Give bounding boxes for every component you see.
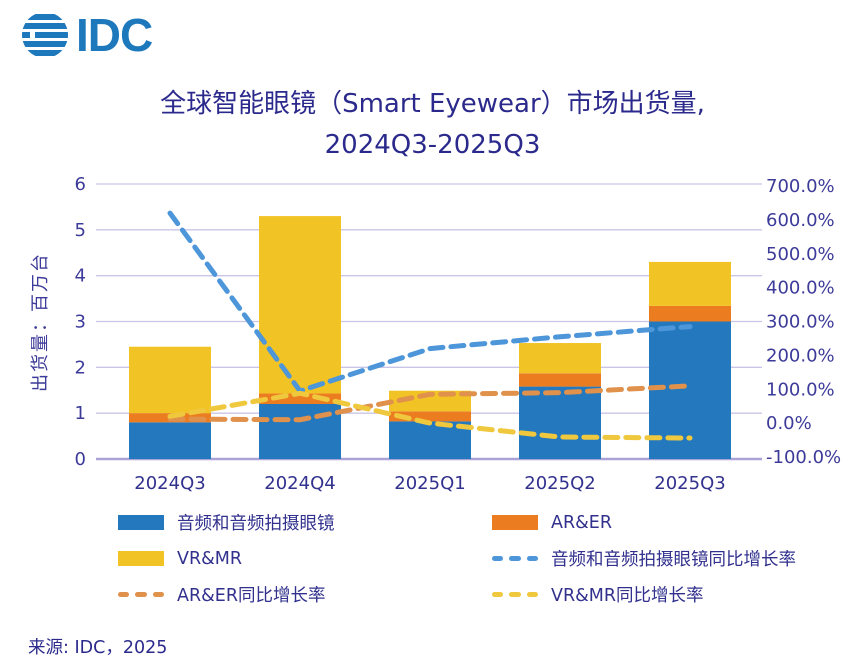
x-axis-label: 2025Q3 [654, 473, 725, 494]
x-axis-label: 2024Q3 [134, 473, 205, 494]
x-axis-label: 2025Q2 [524, 473, 595, 494]
page-title-line1: 全球智能眼镜（Smart Eyewear）市场出货量, [160, 89, 705, 119]
right-axis-tick: -100.0% [766, 447, 841, 468]
globe-icon [22, 14, 68, 56]
growth-line [167, 390, 693, 441]
orange-bar-swatch [492, 515, 538, 530]
right-axis-tick: 700.0% [766, 176, 835, 197]
legend-item: AR&ER同比增长率 [118, 583, 492, 606]
left-axis-tick: 0 [75, 449, 86, 470]
bar-segment [519, 386, 601, 459]
left-axis-tick: 3 [75, 312, 86, 333]
left-axis-tick: 1 [75, 403, 86, 424]
x-axis-label: 2025Q1 [394, 473, 465, 494]
shipment-chart: 0 1 2 3 4 5 6 700.0% 600.0% 500.0% 400.0% 300.0% 200… [0, 158, 865, 508]
growth-line [167, 383, 693, 423]
legend-item: 音频和音频拍摄眼镜同比增长率 [492, 547, 796, 570]
page-title-line2: 2024Q3-2025Q3 [324, 130, 541, 160]
bar-segment [389, 411, 471, 422]
blue-dashed-line-swatch [492, 555, 538, 562]
bar-segment [519, 343, 601, 374]
bar-segment [129, 346, 211, 414]
bar-segment [649, 305, 731, 322]
page-title: 全球智能眼镜（Smart Eyewear）市场出货量, 2024Q3-2025Q… [0, 84, 865, 166]
right-axis-tick: 200.0% [766, 345, 835, 366]
legend-label: AR&ER [551, 512, 612, 533]
source-note: 来源: IDC，2025 [28, 638, 168, 658]
legend-label: 音频和音频拍摄眼镜同比增长率 [551, 550, 796, 570]
bar-segment [129, 422, 211, 459]
orange-dashed-line-swatch [118, 591, 164, 598]
left-axis-tick: 2 [75, 357, 86, 378]
left-axis-tick: 6 [75, 174, 86, 195]
legend-item: AR&ER [492, 511, 796, 534]
bar-segment [259, 216, 341, 394]
right-axis-tick: 0.0% [766, 413, 812, 434]
right-axis-tick: 500.0% [766, 244, 835, 265]
yellow-bar-swatch [118, 551, 164, 566]
x-axis-label: 2024Q4 [264, 473, 335, 494]
legend-item: VR&MR同比增长率 [492, 583, 796, 606]
legend-label: AR&ER同比增长率 [177, 586, 326, 606]
right-axis-tick: 300.0% [766, 312, 835, 333]
blue-bar-swatch [118, 515, 164, 530]
bar-segment [259, 393, 341, 404]
chart-legend: 音频和音频拍摄眼镜 AR&ER VR&MR 音频和音频拍摄眼镜同比增长率 AR&ER同比… [118, 511, 796, 606]
chart-canvas: 0 1 2 3 4 5 6 700.0% 600.0% 500.0% 400.0% 300.0% 200… [30, 174, 841, 494]
right-axis-tick: 100.0% [766, 379, 835, 400]
legend-label: 音频和音频拍摄眼镜 [177, 514, 335, 534]
yellow-dashed-line-swatch [492, 591, 538, 598]
right-axis-tick: 400.0% [766, 278, 835, 299]
logo-text: IDC [76, 9, 153, 61]
y-axis-title: 出货量：百万台 [30, 252, 51, 392]
bar-segment [519, 373, 601, 387]
growth-line [167, 210, 693, 394]
legend-item: VR&MR [118, 547, 492, 570]
right-axis-tick: 600.0% [766, 210, 835, 231]
idc-logo: IDC [20, 9, 153, 61]
left-axis-tick: 5 [75, 220, 86, 241]
legend-item: 音频和音频拍摄眼镜 [118, 511, 492, 534]
legend-label: VR&MR同比增长率 [551, 586, 704, 606]
left-axis-tick: 4 [75, 266, 86, 287]
legend-label: VR&MR [177, 548, 243, 569]
bar-segment [649, 261, 731, 306]
